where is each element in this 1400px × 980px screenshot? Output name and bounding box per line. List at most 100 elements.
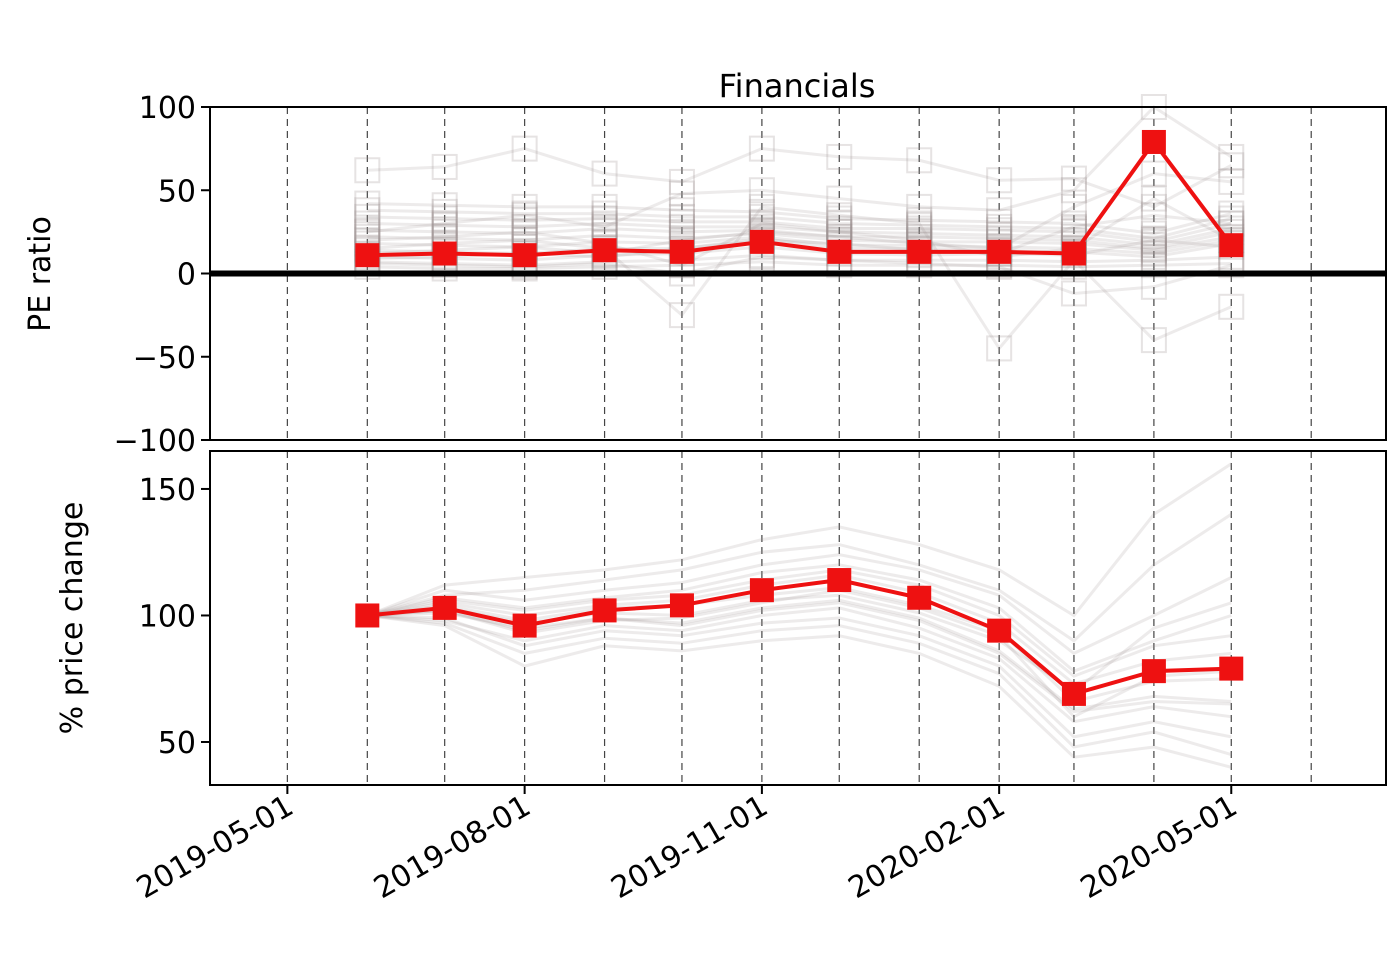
highlight-series-marker	[749, 229, 774, 254]
background-series-marker	[354, 217, 381, 244]
background-series-marker	[1140, 228, 1167, 255]
background-series-marker	[668, 203, 695, 230]
background-series-line	[367, 105, 1233, 234]
x-tick-label: 2020-05-01	[1075, 789, 1243, 906]
background-series-marker	[354, 210, 381, 237]
pe-ratio-panel: 100 50 0 −50 −100 PE ratio	[23, 91, 1387, 459]
background-series-line	[367, 231, 1232, 252]
highlight-series-marker	[749, 578, 774, 603]
background-series-marker	[1140, 327, 1167, 354]
background-series-marker	[591, 160, 618, 187]
price-panel-frame	[209, 450, 1387, 786]
background-series-line	[367, 606, 1232, 724]
background-series-marker	[906, 147, 933, 174]
background-series-marker	[1140, 225, 1167, 252]
background-series-marker	[748, 203, 775, 230]
y-tick-label: 50	[158, 174, 196, 209]
highlight-series-marker	[987, 239, 1012, 264]
background-series-marker	[826, 210, 853, 237]
background-series-line	[367, 202, 1232, 236]
background-series-line	[367, 255, 1232, 296]
background-series-marker	[1140, 227, 1167, 254]
background-series-line	[366, 462, 1233, 618]
background-series-marker	[1140, 193, 1167, 220]
background-series-line	[367, 568, 1232, 678]
background-series-line	[367, 172, 1232, 256]
background-series-marker	[906, 193, 933, 220]
price-change-axis-label: % price change	[55, 502, 90, 735]
price-panel-background-series	[366, 462, 1233, 769]
background-series-marker	[1218, 205, 1245, 232]
background-series-marker	[431, 210, 458, 237]
y-tick-label: −100	[114, 424, 196, 459]
background-series-marker	[668, 168, 695, 195]
background-series-marker	[511, 207, 538, 234]
background-series-marker	[354, 157, 381, 184]
x-tick-label: 2019-05-01	[131, 789, 299, 906]
highlight-series-marker	[1061, 681, 1086, 706]
highlight-series-marker	[592, 598, 617, 623]
background-series-marker	[986, 213, 1013, 240]
background-series-marker	[591, 193, 618, 220]
background-series-marker	[1140, 237, 1167, 264]
background-series-marker	[354, 190, 381, 217]
background-series-line	[367, 147, 1233, 209]
price-panel-y-axis-ticks: 150 100 50	[139, 473, 210, 761]
background-series-marker	[668, 208, 695, 235]
highlight-series-marker	[987, 618, 1012, 643]
background-series-marker	[431, 192, 458, 219]
background-series-marker	[826, 143, 853, 170]
background-series-marker	[906, 210, 933, 237]
y-tick-label: 100	[139, 599, 196, 634]
background-series-marker	[986, 335, 1013, 362]
chart-title: Financials	[719, 67, 876, 105]
background-series-marker	[591, 210, 618, 237]
background-series-marker	[826, 202, 853, 229]
background-series-marker	[1140, 185, 1167, 212]
background-series-line	[367, 614, 1232, 769]
background-series-marker	[511, 193, 538, 220]
background-series-line	[367, 196, 1233, 267]
background-series-line	[367, 573, 1232, 686]
background-series-line	[367, 226, 1232, 251]
background-series-marker	[906, 207, 933, 234]
background-series-marker	[1060, 165, 1087, 192]
highlight-series-marker	[1061, 241, 1086, 266]
highlight-series-marker	[827, 239, 852, 264]
highlight-series-marker	[669, 239, 694, 264]
background-series-marker	[668, 197, 695, 224]
background-series-marker	[668, 180, 695, 207]
background-series-marker	[986, 167, 1013, 194]
background-series-marker	[1060, 210, 1087, 237]
highlight-series-marker	[432, 241, 457, 266]
background-series-line	[367, 601, 1232, 714]
background-series-marker	[1140, 235, 1167, 262]
background-series-line	[366, 563, 1232, 673]
background-series-line	[367, 614, 1232, 739]
background-series-marker	[826, 205, 853, 232]
background-series-marker	[986, 197, 1013, 224]
background-series-marker	[1140, 160, 1167, 187]
highlight-series-marker	[355, 243, 380, 268]
highlight-series-marker	[1141, 659, 1166, 684]
background-series-marker	[986, 208, 1013, 235]
background-series-marker	[1140, 240, 1167, 267]
background-series-line	[367, 208, 1232, 241]
highlight-series-marker	[512, 243, 537, 268]
price-panel-vertical-gridlines	[286, 451, 1312, 785]
background-series-marker	[511, 213, 538, 240]
x-axis-date-ticks: 2019-05-01 2019-08-01 2019-11-01 2020-02-01…	[131, 785, 1243, 906]
highlight-series-marker	[1141, 129, 1166, 154]
highlight-series-marker	[669, 593, 694, 618]
background-series-marker	[431, 153, 458, 180]
highlight-series-marker	[432, 595, 457, 620]
highlight-series-marker	[592, 238, 617, 263]
background-series-line	[367, 260, 1232, 270]
background-series-marker	[668, 302, 695, 329]
background-series-marker	[591, 205, 618, 232]
background-series-marker	[1140, 202, 1167, 229]
background-series-marker	[1140, 232, 1167, 259]
highlight-series-marker	[907, 239, 932, 264]
y-tick-label: 50	[158, 726, 196, 761]
